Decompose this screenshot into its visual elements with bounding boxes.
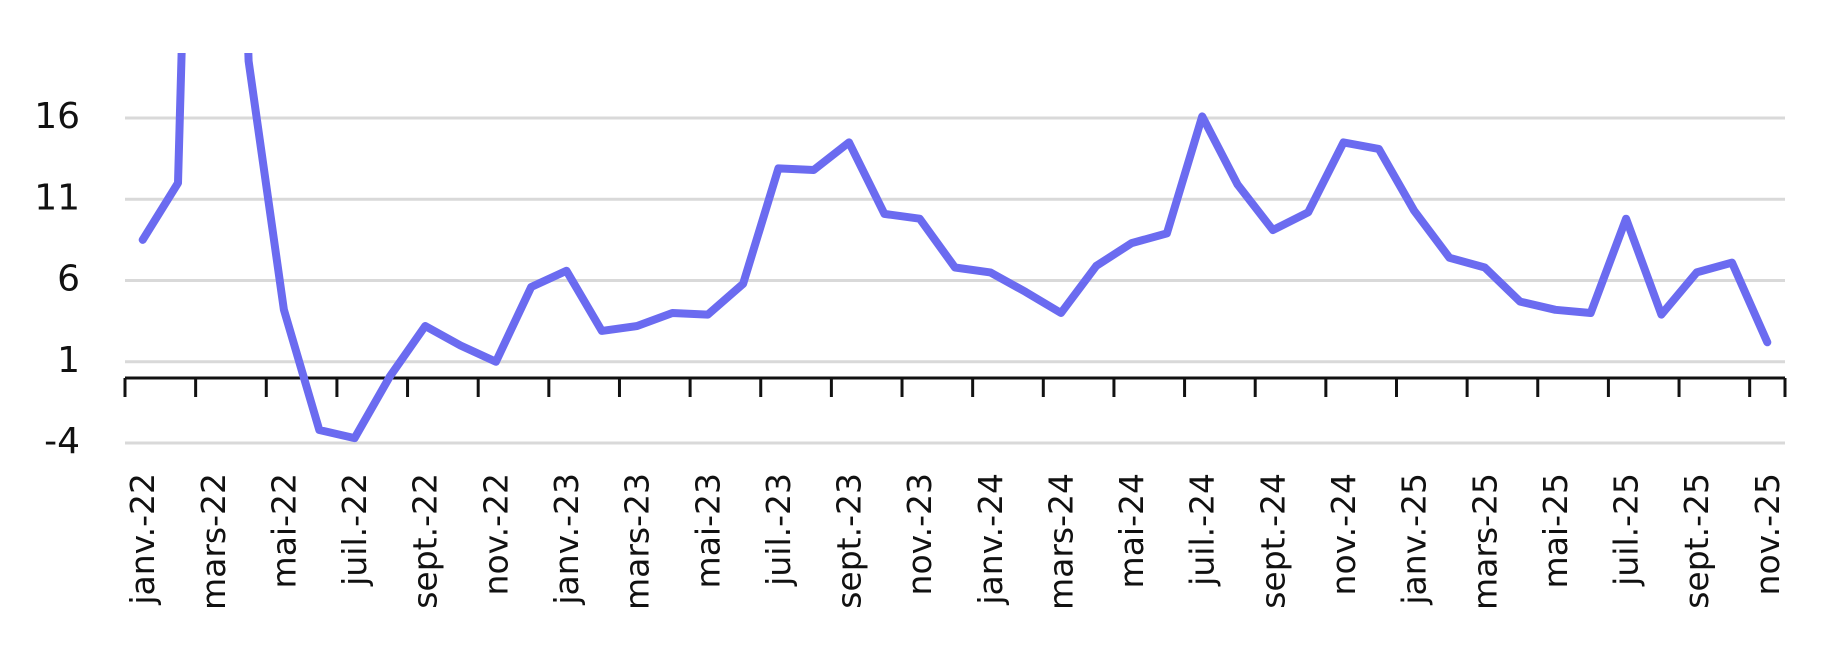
x-tick-label: mai-24: [1112, 473, 1151, 588]
x-tick-label: mars-24: [1041, 473, 1080, 610]
x-tick-label: sept.-23: [830, 473, 869, 609]
x-tick-label: mai-23: [688, 473, 727, 588]
x-tick-label: sept.-24: [1253, 473, 1292, 609]
data-line: [138, 53, 1772, 443]
x-tick-label: juil.-23: [759, 473, 798, 587]
x-tick-label: mai-25: [1536, 473, 1575, 588]
x-tick-label: janv.-24: [971, 473, 1010, 606]
x-tick-label: sept.-25: [1677, 473, 1716, 609]
x-tick-label: juil.-24: [1183, 473, 1222, 587]
x-tick-label: juil.-25: [1607, 473, 1646, 587]
x-tick-label: janv.-22: [123, 473, 162, 606]
y-tick-label: 16: [34, 96, 80, 137]
x-tick-label: mars-22: [194, 473, 233, 610]
y-tick-label: 11: [34, 177, 80, 218]
x-tick-label: janv.-23: [547, 473, 586, 606]
y-tick-label: -4: [44, 421, 80, 462]
x-tick-label: nov.-22: [476, 473, 515, 595]
y-tick-label: 6: [57, 259, 80, 300]
y-tick-label: 1: [57, 340, 80, 381]
x-tick-label: nov.-24: [1324, 473, 1363, 595]
x-tick-label: mai-22: [264, 473, 303, 588]
x-tick-label: janv.-25: [1395, 473, 1434, 606]
x-tick-label: mars-25: [1465, 473, 1504, 610]
x-tick-label: nov.-25: [1748, 473, 1787, 595]
x-tick-label: sept.-22: [406, 473, 445, 609]
x-tick-label: mars-23: [618, 473, 657, 610]
x-tick-label: nov.-23: [900, 473, 939, 595]
x-tick-label: juil.-22: [335, 473, 374, 587]
